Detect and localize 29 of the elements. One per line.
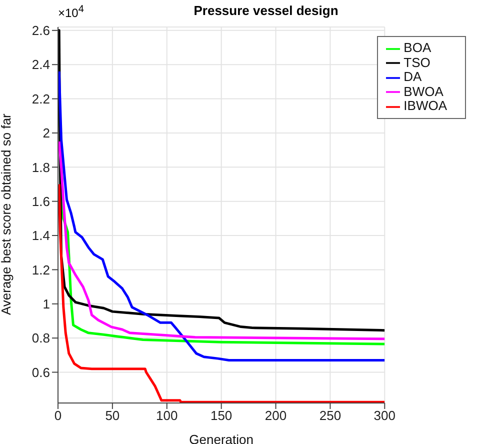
- x-tick-label: 50: [105, 408, 120, 424]
- chart-title: Pressure vessel design: [194, 3, 338, 18]
- y-axis-title: Average best score obtained so far: [0, 112, 14, 315]
- line-series: [58, 70, 385, 362]
- y-tick-label: 1.6: [32, 194, 50, 209]
- y-tick-label: 1.2: [32, 262, 50, 278]
- y-tick-label: 1.8: [32, 160, 50, 175]
- x-tick-label: 150: [210, 408, 232, 424]
- y-tick-label: 0.6: [32, 364, 50, 380]
- y-tick-label: 2.6: [32, 23, 50, 38]
- y-tick-label: 0.8: [32, 330, 50, 346]
- y-tick-label: 1.4: [32, 228, 50, 244]
- y-tick-label: 1: [42, 296, 50, 312]
- x-tick-label: 100: [156, 408, 178, 424]
- y-tick-label: 2: [42, 126, 50, 141]
- legend-label: BWOA: [404, 84, 444, 99]
- x-tick-label: 200: [264, 408, 287, 424]
- text: ×10$^{4}$: [58, 4, 84, 20]
- x-tick-label: 300: [374, 408, 396, 424]
- legend-label: BOA: [404, 40, 432, 55]
- x-tick-label: 0: [54, 408, 62, 424]
- x-tick-label: 250: [319, 408, 342, 424]
- x-axis-title: Generation: [189, 432, 254, 444]
- legend-label: IBWOA: [404, 98, 447, 114]
- y-tick-label: 2.2: [32, 91, 50, 106]
- line-series: [58, 140, 385, 340]
- legend-label: TSO: [404, 54, 430, 70]
- legend-label: DA: [404, 69, 422, 84]
- y-tick-label: 2.4: [32, 57, 50, 72]
